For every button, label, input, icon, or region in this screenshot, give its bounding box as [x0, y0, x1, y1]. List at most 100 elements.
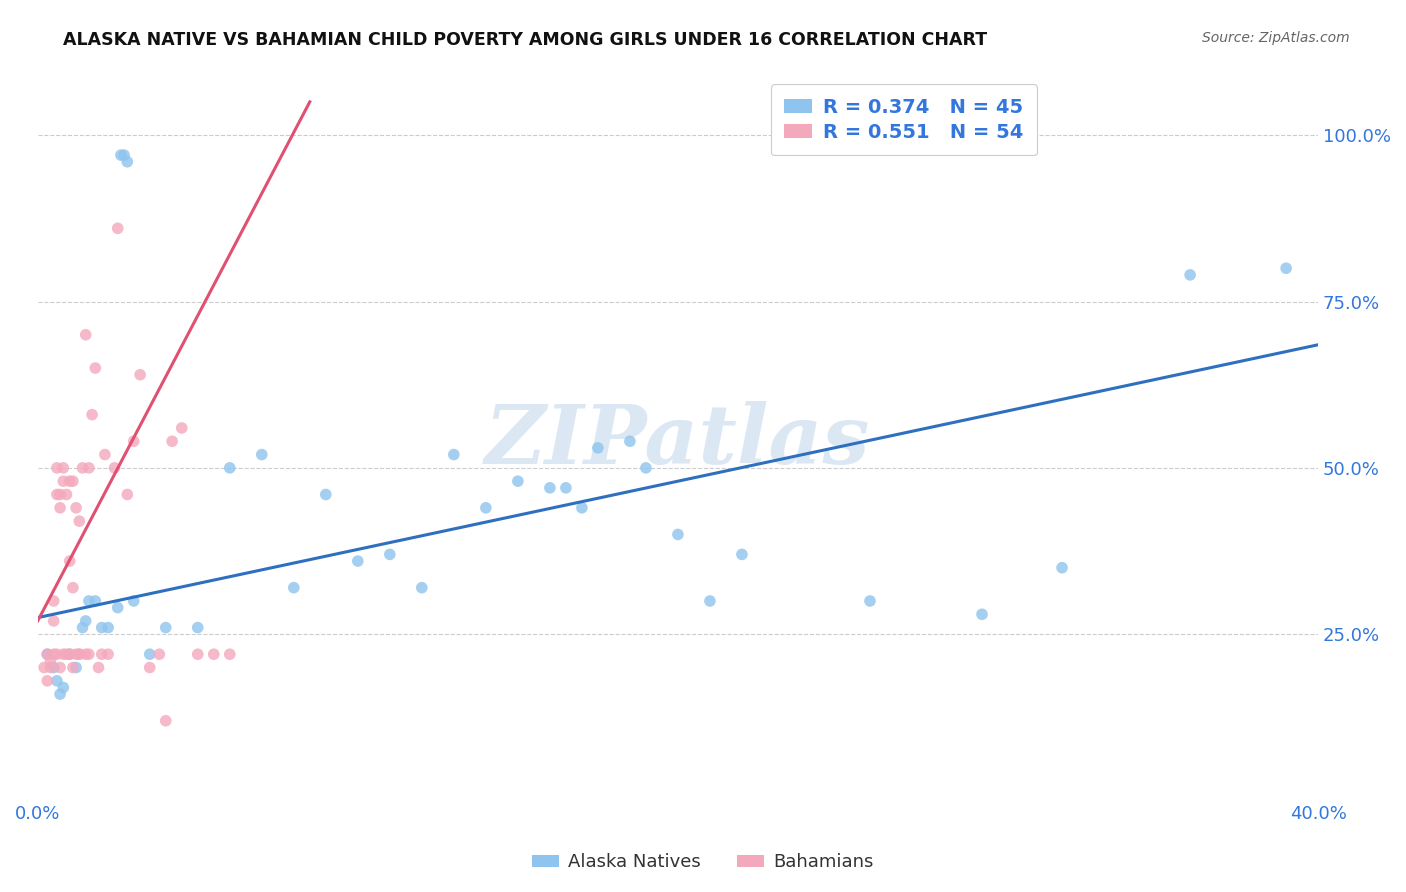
Text: ALASKA NATIVE VS BAHAMIAN CHILD POVERTY AMONG GIRLS UNDER 16 CORRELATION CHART: ALASKA NATIVE VS BAHAMIAN CHILD POVERTY …: [63, 31, 987, 49]
Point: [155, 714, 177, 728]
Point: [571, 500, 593, 515]
Point: [49, 687, 72, 701]
Point: [619, 434, 641, 449]
Point: [37, 673, 59, 688]
Point: [65, 660, 87, 674]
Point: [84, 361, 107, 376]
Point: [37, 647, 59, 661]
Point: [65, 500, 87, 515]
Point: [97, 621, 120, 635]
Point: [859, 594, 882, 608]
Point: [138, 660, 160, 674]
Point: [170, 421, 193, 435]
Point: [586, 441, 609, 455]
Point: [59, 554, 82, 568]
Point: [378, 548, 401, 562]
Point: [148, 647, 170, 661]
Point: [107, 600, 129, 615]
Point: [315, 487, 337, 501]
Point: [634, 461, 657, 475]
Text: Source: ZipAtlas.com: Source: ZipAtlas.com: [1202, 31, 1350, 45]
Point: [94, 448, 117, 462]
Legend: Alaska Natives, Bahamians: Alaska Natives, Bahamians: [524, 847, 882, 879]
Point: [90, 621, 112, 635]
Point: [59, 474, 82, 488]
Point: [250, 448, 273, 462]
Point: [77, 594, 100, 608]
Point: [67, 514, 90, 528]
Point: [42, 660, 65, 674]
Point: [42, 594, 65, 608]
Point: [45, 487, 67, 501]
Point: [218, 647, 240, 661]
Point: [87, 660, 110, 674]
Point: [65, 647, 87, 661]
Point: [75, 327, 97, 342]
Point: [62, 581, 84, 595]
Point: [49, 500, 72, 515]
Point: [72, 621, 94, 635]
Point: [77, 647, 100, 661]
Point: [554, 481, 576, 495]
Point: [82, 408, 104, 422]
Point: [67, 647, 90, 661]
Point: [52, 461, 75, 475]
Point: [49, 660, 72, 674]
Point: [218, 461, 240, 475]
Point: [506, 474, 529, 488]
Point: [52, 647, 75, 661]
Point: [45, 673, 67, 688]
Point: [187, 647, 209, 661]
Point: [699, 594, 721, 608]
Point: [72, 461, 94, 475]
Point: [77, 461, 100, 475]
Point: [45, 461, 67, 475]
Point: [1050, 560, 1073, 574]
Point: [187, 621, 209, 635]
Point: [160, 434, 183, 449]
Point: [55, 487, 77, 501]
Point: [52, 681, 75, 695]
Point: [32, 660, 55, 674]
Point: [52, 474, 75, 488]
Point: [122, 594, 145, 608]
Point: [49, 487, 72, 501]
Point: [62, 660, 84, 674]
Point: [443, 448, 465, 462]
Point: [155, 621, 177, 635]
Text: ZIPatlas: ZIPatlas: [485, 401, 870, 482]
Point: [122, 434, 145, 449]
Point: [202, 647, 225, 661]
Point: [67, 647, 90, 661]
Point: [666, 527, 689, 541]
Point: [475, 500, 498, 515]
Point: [107, 221, 129, 235]
Point: [731, 548, 754, 562]
Point: [62, 474, 84, 488]
Point: [42, 647, 65, 661]
Point: [59, 647, 82, 661]
Point: [1275, 261, 1298, 276]
Point: [97, 647, 120, 661]
Point: [39, 660, 62, 674]
Point: [45, 647, 67, 661]
Point: [39, 654, 62, 668]
Point: [37, 647, 59, 661]
Point: [970, 607, 993, 622]
Point: [110, 148, 132, 162]
Point: [1178, 268, 1201, 282]
Point: [138, 647, 160, 661]
Point: [112, 148, 135, 162]
Point: [75, 647, 97, 661]
Point: [55, 647, 77, 661]
Point: [346, 554, 368, 568]
Point: [411, 581, 433, 595]
Point: [103, 461, 125, 475]
Point: [59, 647, 82, 661]
Point: [129, 368, 152, 382]
Point: [117, 487, 139, 501]
Point: [42, 614, 65, 628]
Point: [84, 594, 107, 608]
Point: [75, 614, 97, 628]
Point: [117, 154, 139, 169]
